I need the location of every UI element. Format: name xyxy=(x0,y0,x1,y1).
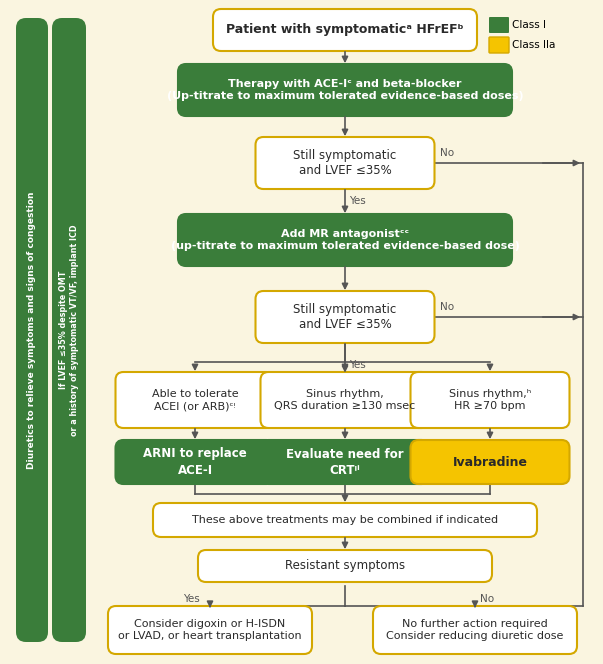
FancyBboxPatch shape xyxy=(178,214,512,266)
Text: Diuretics to relieve symptoms and signs of congestion: Diuretics to relieve symptoms and signs … xyxy=(28,191,37,469)
Text: If LVEF ≤35% despite OMT
or a history of symptomatic VT/VF, implant ICD: If LVEF ≤35% despite OMT or a history of… xyxy=(59,224,79,436)
Text: Sinus rhythm,
QRS duration ≥130 msec: Sinus rhythm, QRS duration ≥130 msec xyxy=(274,389,415,411)
Text: Still symptomatic
and LVEF ≤35%: Still symptomatic and LVEF ≤35% xyxy=(294,303,397,331)
FancyBboxPatch shape xyxy=(489,17,509,33)
FancyBboxPatch shape xyxy=(260,372,429,428)
FancyBboxPatch shape xyxy=(16,18,48,642)
FancyBboxPatch shape xyxy=(411,440,569,484)
Text: No: No xyxy=(440,302,454,312)
Text: Therapy with ACE-Iᶜ and beta-blocker
(Up-titrate to maximum tolerated evidence-b: Therapy with ACE-Iᶜ and beta-blocker (Up… xyxy=(166,79,523,101)
Text: Resistant symptoms: Resistant symptoms xyxy=(285,560,405,572)
Text: Yes: Yes xyxy=(349,361,366,371)
Text: ARNI to replace
ACE-I: ARNI to replace ACE-I xyxy=(143,448,247,477)
Text: Ivabradine: Ivabradine xyxy=(452,456,528,469)
FancyBboxPatch shape xyxy=(116,372,274,428)
Text: No: No xyxy=(440,148,454,158)
FancyBboxPatch shape xyxy=(116,440,274,484)
Text: Evaluate need for
CRTᵎⁱ: Evaluate need for CRTᵎⁱ xyxy=(286,448,404,477)
Text: Class IIa: Class IIa xyxy=(512,40,555,50)
Text: No: No xyxy=(480,594,494,604)
FancyBboxPatch shape xyxy=(108,606,312,654)
Text: Class I: Class I xyxy=(512,20,546,30)
Text: Sinus rhythm,ʰ
HR ≥70 bpm: Sinus rhythm,ʰ HR ≥70 bpm xyxy=(449,389,531,411)
FancyBboxPatch shape xyxy=(153,503,537,537)
Text: Add MR antagonistᶜᶜ
(up-titrate to maximum tolerated evidence-based dose): Add MR antagonistᶜᶜ (up-titrate to maxim… xyxy=(171,229,519,251)
FancyBboxPatch shape xyxy=(373,606,577,654)
Text: Consider digoxin or H-ISDN
or LVAD, or heart transplantation: Consider digoxin or H-ISDN or LVAD, or h… xyxy=(118,619,302,641)
Text: Able to tolerate
ACEI (or ARB)ᶜᵎ: Able to tolerate ACEI (or ARB)ᶜᵎ xyxy=(152,389,238,411)
FancyBboxPatch shape xyxy=(260,440,429,484)
FancyBboxPatch shape xyxy=(198,550,492,582)
Text: These above treatments may be combined if indicated: These above treatments may be combined i… xyxy=(192,515,498,525)
FancyBboxPatch shape xyxy=(213,9,477,51)
FancyBboxPatch shape xyxy=(411,372,569,428)
Text: No further action required
Consider reducing diuretic dose: No further action required Consider redu… xyxy=(387,619,564,641)
FancyBboxPatch shape xyxy=(489,37,509,53)
Text: Still symptomatic
and LVEF ≤35%: Still symptomatic and LVEF ≤35% xyxy=(294,149,397,177)
Text: Patient with symptomaticᵃ HFrEFᵇ: Patient with symptomaticᵃ HFrEFᵇ xyxy=(226,23,464,37)
FancyBboxPatch shape xyxy=(178,64,512,116)
Text: Yes: Yes xyxy=(183,594,200,604)
FancyBboxPatch shape xyxy=(52,18,86,642)
FancyBboxPatch shape xyxy=(256,291,435,343)
FancyBboxPatch shape xyxy=(256,137,435,189)
Text: Yes: Yes xyxy=(349,197,366,207)
